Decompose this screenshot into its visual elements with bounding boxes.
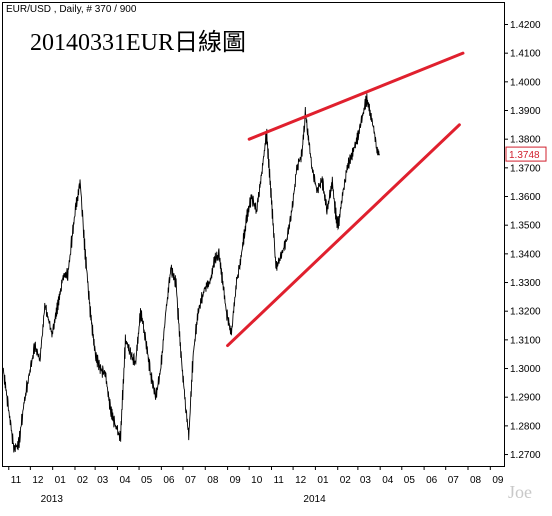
- y-tick-label-2: 1.4000: [510, 77, 541, 88]
- y-tick-label-13: 1.2900: [510, 393, 541, 404]
- last-price-label: 1.3748: [509, 150, 540, 161]
- y-tick-label-12: 1.3000: [510, 364, 541, 375]
- y-axis: 1.4200 1.4100 1.4000 1.3900 1.3800 1.3700 1.36…: [504, 20, 541, 461]
- trendlines: [226, 51, 465, 348]
- x-tick-label-9: 08: [207, 475, 219, 486]
- y-tick-label-15: 1.2700: [510, 450, 541, 461]
- y-tick-label-8: 1.3400: [510, 249, 541, 260]
- x-tick-label-19: 06: [426, 475, 438, 486]
- y-tick-label-5: 1.3700: [510, 163, 541, 174]
- x-tick-label-8: 07: [185, 475, 197, 486]
- watermark: Joe: [508, 482, 532, 502]
- x-tick-label-17: 04: [382, 475, 394, 486]
- x-tick-label-15: 02: [340, 475, 352, 486]
- x-tick-label-14: 01: [317, 475, 329, 486]
- x-tick-label-10: 09: [230, 475, 242, 486]
- plot-frame: [2, 2, 505, 467]
- y-tick-label-4: 1.3800: [510, 135, 541, 146]
- resistance-trendline: [247, 51, 465, 141]
- last-price-marker: 1.3748: [505, 146, 547, 162]
- symbol-info: EUR/USD , Daily, # 370 / 900: [6, 4, 137, 15]
- x-tick-label-2: 01: [55, 475, 67, 486]
- y-tick-label-14: 1.2800: [510, 421, 541, 432]
- chart-title: 20140331EUR日線圖: [30, 29, 246, 56]
- x-tick-label-20: 07: [448, 475, 460, 486]
- last-price-box: [505, 146, 547, 162]
- x-tick-label-1: 12: [32, 475, 44, 486]
- y-tick-label-9: 1.3300: [510, 278, 541, 289]
- x-tick-label-0: 11: [11, 475, 22, 486]
- x-tick-label-16: 03: [360, 475, 372, 486]
- x-tick-label-13: 12: [295, 475, 307, 486]
- y-tick-label-10: 1.3200: [510, 307, 541, 318]
- x-tick-label-6: 05: [141, 475, 153, 486]
- x-tick-label-5: 04: [119, 475, 131, 486]
- x-tick-label-4: 03: [97, 475, 109, 486]
- price-series: [2, 93, 380, 453]
- x-year-label-0: 2013: [41, 494, 64, 505]
- y-tick-label-6: 1.3600: [510, 192, 541, 203]
- x-tick-label-22: 09: [492, 475, 504, 486]
- support-trendline: [226, 123, 461, 348]
- x-year-label-1: 2014: [303, 494, 326, 505]
- price-line: [2, 93, 380, 453]
- x-tick-label-3: 02: [77, 475, 89, 486]
- y-tick-label-11: 1.3100: [510, 335, 541, 346]
- x-axis: 11 12 01 02 03 04 05 06 07 08 09 10 11 12 01 02 03 04 05 06…: [8, 466, 504, 505]
- y-tick-label-1: 1.4100: [510, 49, 541, 60]
- y-tick-label-7: 1.3500: [510, 221, 541, 232]
- x-tick-label-11: 10: [251, 475, 263, 486]
- x-tick-label-18: 05: [404, 475, 416, 486]
- y-tick-label-0: 1.4200: [510, 20, 541, 31]
- x-tick-label-21: 08: [470, 475, 482, 486]
- x-tick-label-12: 11: [273, 475, 284, 486]
- y-tick-label-3: 1.3900: [510, 106, 541, 117]
- x-tick-label-7: 06: [163, 475, 175, 486]
